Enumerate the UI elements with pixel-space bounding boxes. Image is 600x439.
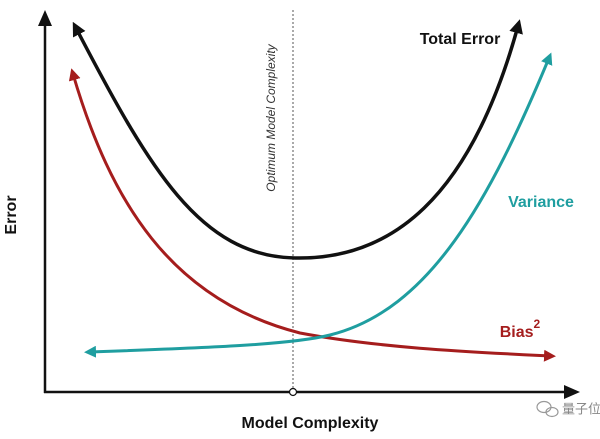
y-axis-label: Error bbox=[3, 195, 20, 234]
watermark: 量子位 bbox=[562, 401, 600, 416]
bias-label: Bias2 bbox=[500, 317, 541, 341]
optimum-label: Optimum Model Complexity bbox=[264, 43, 278, 191]
bias-exponent: 2 bbox=[534, 317, 541, 331]
total-error-curve bbox=[72, 19, 523, 260]
y-axis-arrow bbox=[38, 10, 52, 26]
variance-curve bbox=[84, 52, 553, 358]
optimum-point bbox=[288, 387, 298, 397]
x-axis-label: Model Complexity bbox=[242, 415, 379, 432]
total-error-label: Total Error bbox=[420, 31, 501, 48]
x-axis-arrow bbox=[564, 385, 580, 399]
watermark-icon bbox=[536, 400, 559, 418]
bias-text: Bias bbox=[500, 324, 534, 341]
variance-label: Variance bbox=[508, 194, 574, 211]
bias-curve bbox=[68, 68, 556, 362]
